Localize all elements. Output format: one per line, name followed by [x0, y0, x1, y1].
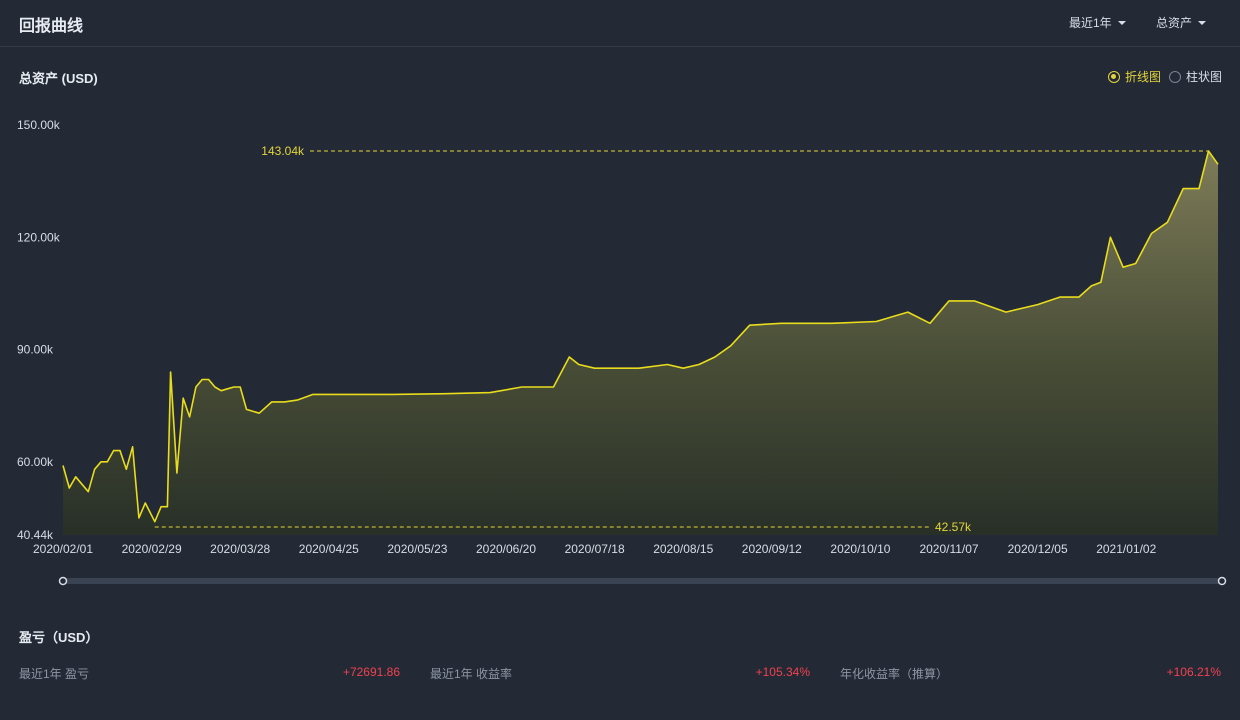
- caret-down-icon: [1198, 20, 1207, 25]
- x-tick-label: 2020/09/12: [742, 542, 802, 556]
- return-1y-value: +105.34%: [755, 665, 810, 679]
- x-tick-label: 2020/06/20: [476, 542, 536, 556]
- y-tick-label: 90.00k: [17, 343, 54, 357]
- line-chart-radio[interactable]: 折线图: [1107, 68, 1161, 85]
- pnl-1y-label: 最近1年 盈亏: [19, 667, 90, 681]
- y-tick-label: 40.44k: [17, 528, 54, 542]
- y-tick-label: 150.00k: [17, 118, 61, 132]
- x-tick-label: 2021/01/02: [1096, 542, 1156, 556]
- x-tick-label: 2020/02/29: [122, 542, 182, 556]
- pnl-title: 盈亏（USD）: [19, 630, 99, 645]
- chart-type-toggle: 折线图 柱状图: [1100, 68, 1222, 85]
- annualized-return-label: 年化收益率（推算）: [840, 667, 949, 681]
- range-slider-left-handle[interactable]: [58, 576, 68, 586]
- page-title: 回报曲线: [19, 18, 84, 35]
- x-tick-label: 2020/03/28: [210, 542, 270, 556]
- header-bar: 回报曲线 最近1年 总资产: [0, 0, 1240, 47]
- y-tick-label: 60.00k: [17, 455, 54, 469]
- chart-title: 总资产 (USD): [19, 71, 98, 86]
- range-slider-track[interactable]: [63, 578, 1222, 584]
- range-slider-right-handle[interactable]: [1217, 576, 1227, 586]
- x-tick-label: 2020/02/01: [33, 542, 93, 556]
- radio-unselected-icon: [1168, 70, 1181, 83]
- bar-chart-radio[interactable]: 柱状图: [1168, 68, 1222, 85]
- metric-dropdown-label: 总资产: [1156, 16, 1193, 30]
- pnl-1y-value: +72691.86: [342, 665, 400, 679]
- min-marker-label: 42.57k: [935, 520, 972, 534]
- line-chart-label: 折线图: [1124, 70, 1161, 84]
- caret-down-icon: [1117, 20, 1126, 25]
- metric-dropdown[interactable]: 总资产: [1156, 14, 1207, 31]
- period-dropdown[interactable]: 最近1年: [1069, 14, 1126, 31]
- asset-chart[interactable]: 150.00k 120.00k 90.00k 60.00k 40.44k 2020/02…: [0, 0, 1240, 600]
- x-tick-label: 2020/12/05: [1008, 542, 1068, 556]
- chart-line: [62, 150, 1219, 523]
- x-tick-label: 2020/10/10: [830, 542, 890, 556]
- period-dropdown-label: 最近1年: [1069, 16, 1112, 30]
- return-1y-label: 最近1年 收益率: [430, 667, 513, 681]
- max-marker-label: 143.04k: [261, 144, 305, 158]
- radio-selected-icon: [1107, 70, 1120, 83]
- y-tick-label: 120.00k: [17, 230, 61, 244]
- x-tick-label: 2020/05/23: [387, 542, 447, 556]
- annualized-return-value: +106.21%: [1166, 665, 1221, 679]
- x-tick-label: 2020/08/15: [653, 542, 713, 556]
- x-tick-label: 2020/04/25: [299, 542, 359, 556]
- x-tick-label: 2020/07/18: [565, 542, 625, 556]
- chart-area: [63, 151, 1218, 535]
- bar-chart-label: 柱状图: [1185, 70, 1222, 84]
- x-tick-label: 2020/11/07: [919, 542, 978, 556]
